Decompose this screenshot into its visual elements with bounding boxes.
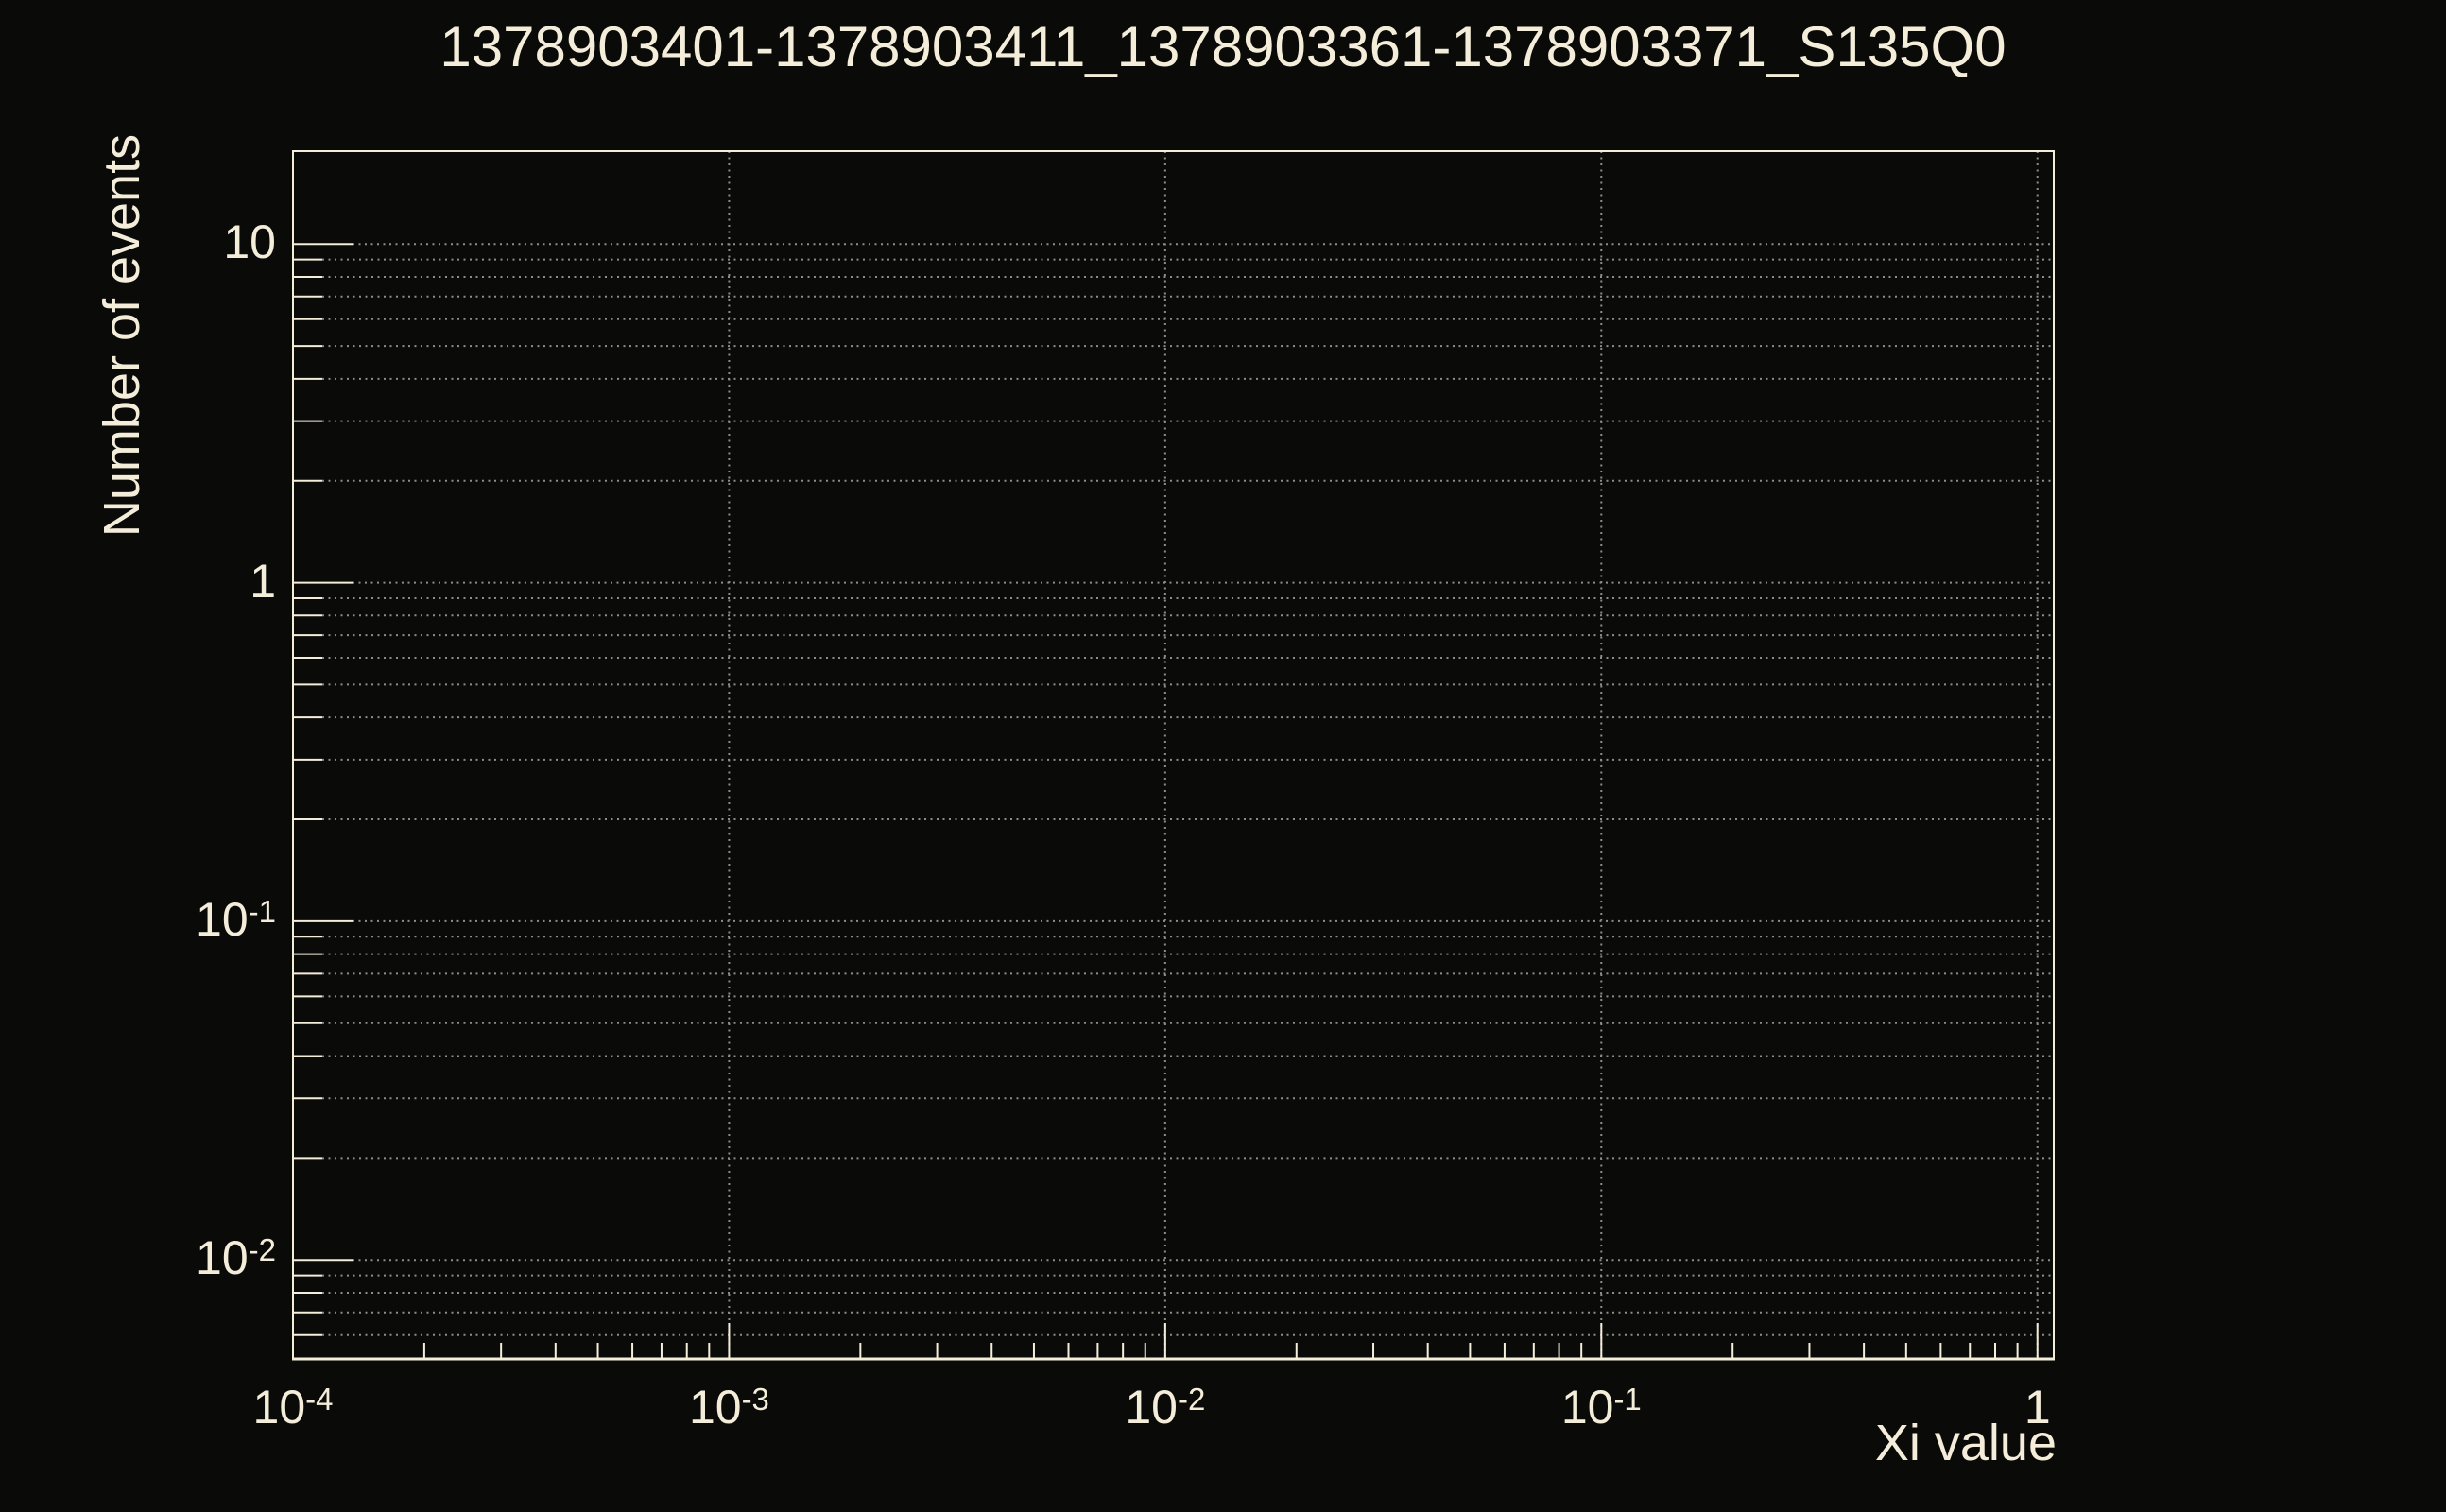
y-tick-label: 1: [250, 554, 276, 608]
exponent: -2: [1178, 1382, 1206, 1418]
x-axis-title: Xi value: [1874, 1415, 2057, 1471]
y-tick-label: 10-1: [196, 892, 276, 946]
x-tick-label: 10-3: [688, 1381, 769, 1434]
x-tick-label: 10-4: [252, 1381, 334, 1434]
exponent: -4: [305, 1382, 334, 1418]
y-tick-label: 10-2: [196, 1231, 276, 1285]
x-tick-label: 10-1: [1560, 1381, 1642, 1434]
x-tick-label: 1: [2024, 1381, 2051, 1434]
exponent: -1: [248, 894, 276, 930]
exponent: -3: [741, 1382, 769, 1418]
y-axis-title: Number of events: [94, 133, 150, 538]
plot-frame: [292, 150, 2055, 1360]
y-tick-label: 10: [223, 215, 276, 269]
x-tick-label: 10-2: [1125, 1381, 1206, 1434]
exponent: -1: [1613, 1382, 1642, 1418]
exponent: -2: [248, 1232, 276, 1268]
chart-title: 1378903401-1378903411_1378903361-1378903…: [439, 15, 2007, 78]
